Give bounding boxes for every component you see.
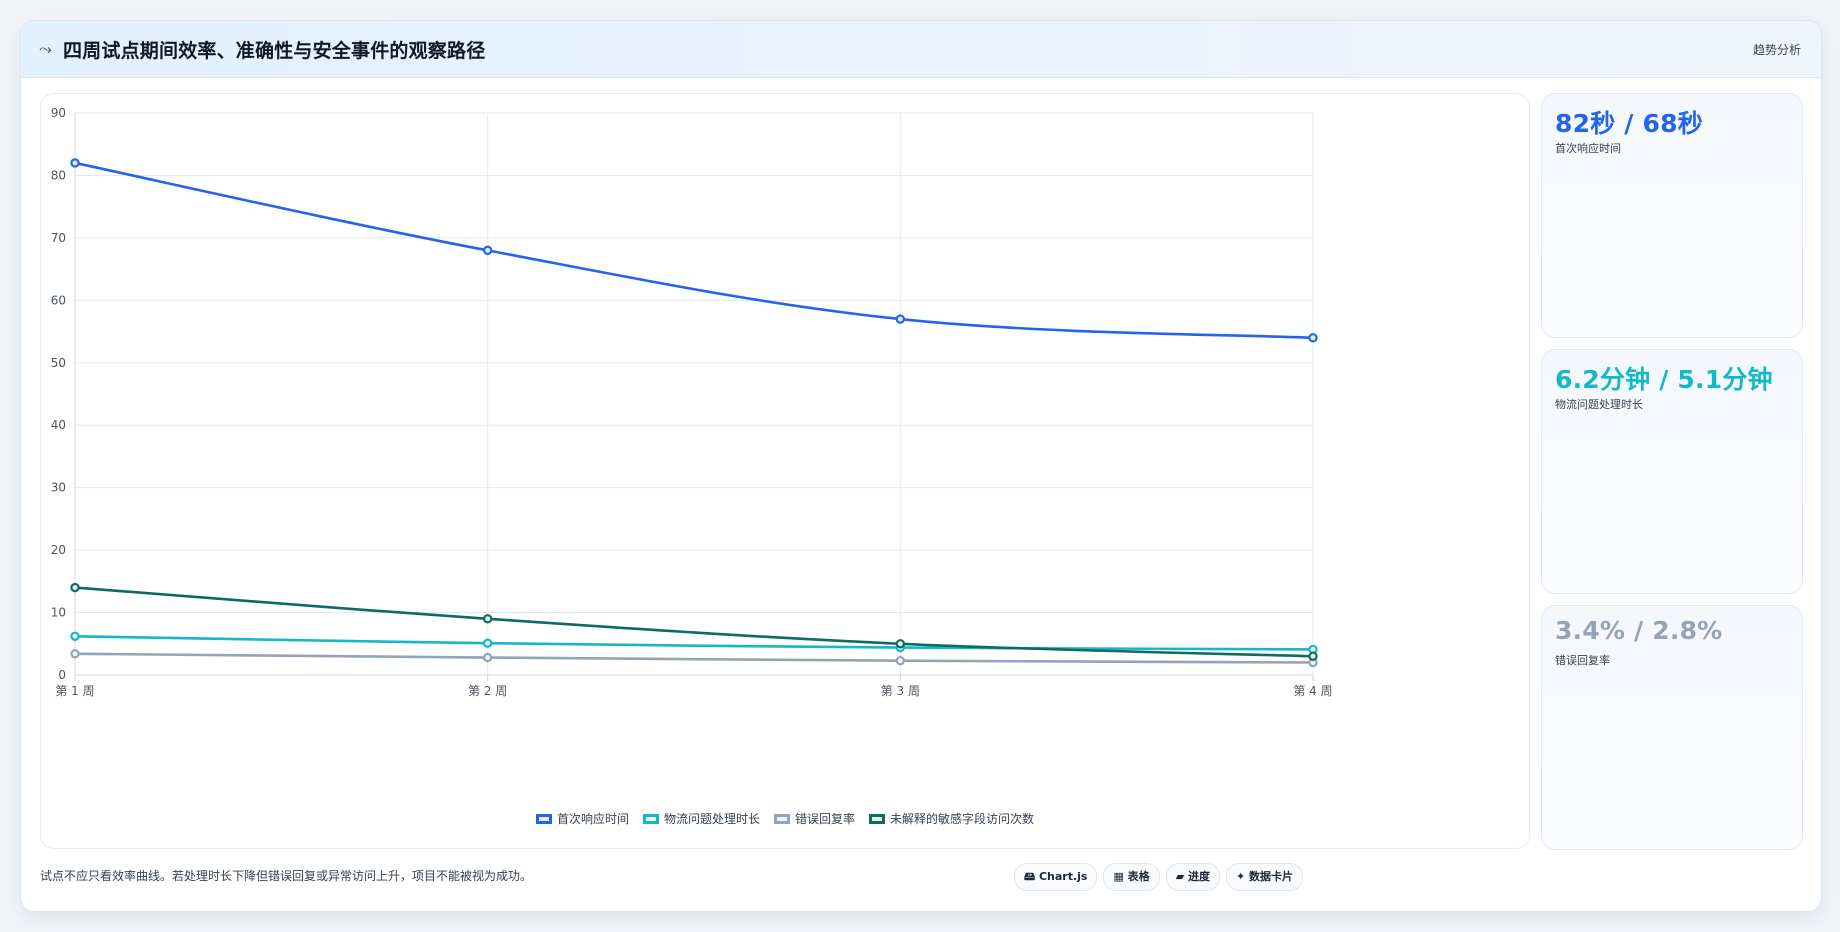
legend-swatch bbox=[869, 813, 886, 824]
y-tick-label: 60 bbox=[51, 293, 66, 307]
legend-swatch bbox=[774, 813, 790, 824]
series-line bbox=[73, 634, 1315, 651]
legend-label: 物流问题处理时长 bbox=[663, 812, 760, 826]
series-line bbox=[73, 586, 1315, 658]
stat-card-response-time: 82秒 / 68秒 首次响应时间 bbox=[1541, 93, 1803, 338]
data-point bbox=[70, 649, 80, 659]
y-tick-label: 20 bbox=[51, 543, 66, 557]
y-tick-label: 0 bbox=[58, 668, 66, 682]
y-tick-label: 10 bbox=[51, 606, 66, 620]
stat-value: 82秒 / 68秒 bbox=[1555, 109, 1703, 138]
y-tick-label: 70 bbox=[51, 231, 66, 245]
x-tick-label: 第 4 周 bbox=[1293, 684, 1332, 698]
footer-note: 试点不应只看效率曲线。若处理时长下降但错误回复或异常访问上升，项目不能被视为成功… bbox=[40, 869, 533, 883]
y-tick-label: 90 bbox=[51, 106, 66, 120]
chart-panel: 0 10 20 30 40 50 60 70 80 90 第 1 周第 2 周第 3 周第 4 周 … bbox=[40, 93, 1530, 849]
tool-chips: 🖴 Chart.js ▦ 表格 ▰ 进度 ✦ 数据卡片 bbox=[1014, 863, 1304, 891]
chart-legend: 首次响应时间 物流问题处理时长 错误回复率 未解释的敏感字段访问次数 bbox=[41, 810, 1529, 827]
data-point bbox=[1308, 333, 1318, 343]
stat-value: 6.2分钟 / 5.1分钟 bbox=[1555, 365, 1773, 394]
line-chart: 0 10 20 30 40 50 60 70 80 90 第 1 周 第 2 周 第 3 周 第 4 周 bbox=[51, 106, 1333, 698]
header-tag: 趋势分析 bbox=[1752, 43, 1801, 57]
data-point bbox=[482, 638, 493, 648]
data-point bbox=[895, 314, 906, 324]
chip-data-card[interactable]: ✦ 数据卡片 bbox=[1225, 863, 1304, 891]
data-point bbox=[482, 245, 493, 256]
card-header: ⤳ 四周试点期间效率、准确性与安全事件的观察路径 趋势分析 bbox=[21, 21, 1821, 78]
y-tick-label: 30 bbox=[51, 481, 66, 495]
legend-label: 未解释的敏感字段访问次数 bbox=[890, 812, 1035, 826]
stat-card-logistics-duration: 6.2分钟 / 5.1分钟 物流问题处理时长 bbox=[1541, 349, 1803, 594]
data-point bbox=[895, 639, 906, 649]
y-tick-label: 80 bbox=[51, 168, 66, 182]
stat-label: 首次响应时间 bbox=[1555, 142, 1621, 155]
data-point bbox=[70, 631, 80, 641]
stat-label: 物流问题处理时长 bbox=[1555, 398, 1643, 411]
legend-swatch bbox=[535, 813, 552, 824]
data-point bbox=[482, 614, 493, 624]
legend-item[interactable]: 错误回复率 bbox=[774, 810, 855, 827]
data-point bbox=[70, 582, 80, 593]
y-tick-label: 50 bbox=[51, 356, 66, 370]
series-line bbox=[73, 652, 1315, 664]
data-point bbox=[1308, 651, 1318, 661]
data-point bbox=[895, 655, 906, 666]
data-point bbox=[70, 158, 80, 168]
page-title: 四周试点期间效率、准确性与安全事件的观察路径 bbox=[63, 40, 486, 62]
legend-label: 错误回复率 bbox=[795, 812, 856, 826]
x-tick-label: 第 1 周 bbox=[55, 684, 94, 698]
legend-swatch bbox=[642, 813, 659, 824]
data-point bbox=[482, 652, 493, 663]
series-line bbox=[73, 161, 1315, 340]
stat-card-error-rate: 3.4% / 2.8% 错误回复率 bbox=[1541, 605, 1803, 850]
chip-table[interactable]: ▦ 表格 bbox=[1103, 863, 1160, 891]
chip-chartjs[interactable]: 🖴 Chart.js bbox=[1014, 863, 1098, 891]
stat-value: 3.4% / 2.8% bbox=[1555, 616, 1723, 645]
x-tick-label: 第 2 周 bbox=[468, 684, 507, 698]
chip-progress[interactable]: ▰ 进度 bbox=[1165, 863, 1220, 891]
y-tick-label: 40 bbox=[51, 418, 66, 432]
legend-item[interactable]: 未解释的敏感字段访问次数 bbox=[869, 810, 1034, 827]
legend-item[interactable]: 首次响应时间 bbox=[535, 810, 629, 827]
legend-label: 首次响应时间 bbox=[556, 812, 629, 826]
x-tick-label: 第 3 周 bbox=[881, 684, 920, 698]
legend-item[interactable]: 物流问题处理时长 bbox=[642, 810, 760, 827]
trend-icon: ⤳ bbox=[39, 39, 52, 58]
trend-card: ⤳ 四周试点期间效率、准确性与安全事件的观察路径 趋势分析 0 10 20 30 40 5… bbox=[20, 20, 1822, 912]
stat-label: 错误回复率 bbox=[1555, 654, 1610, 667]
